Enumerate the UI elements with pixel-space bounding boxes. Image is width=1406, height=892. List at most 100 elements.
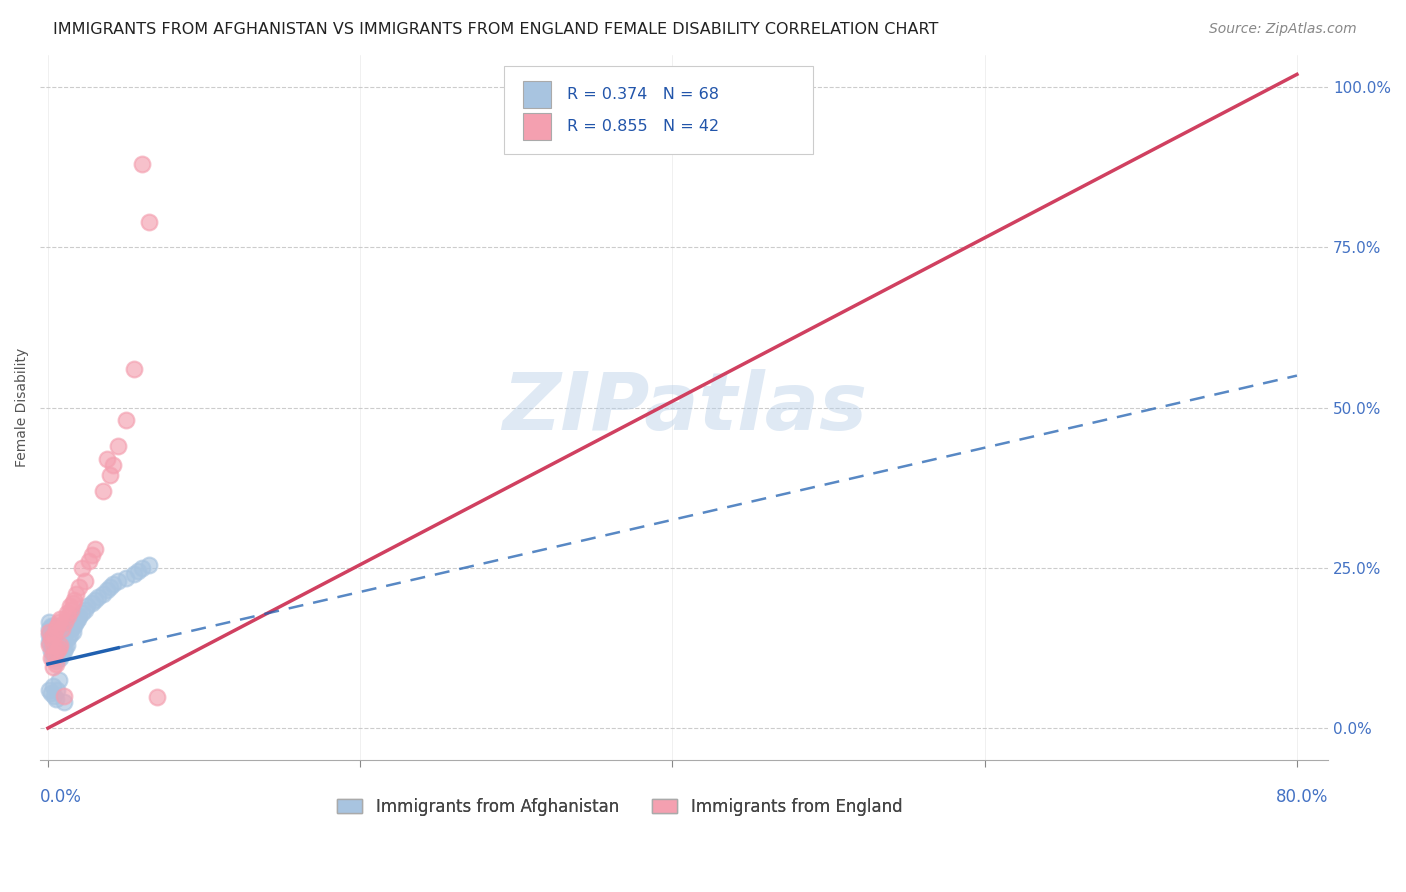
- Text: Source: ZipAtlas.com: Source: ZipAtlas.com: [1209, 22, 1357, 37]
- Point: [91, 483, 114, 498]
- Point: [146, 690, 169, 705]
- Point: [65, 586, 87, 600]
- Point: [103, 458, 125, 473]
- Point: [39, 628, 62, 642]
- Point: [91, 586, 114, 600]
- Point: [48, 648, 70, 662]
- Point: [45, 622, 67, 636]
- Point: [87, 590, 110, 604]
- Point: [45, 657, 67, 671]
- Point: [49, 612, 72, 626]
- Point: [72, 606, 94, 620]
- Point: [122, 362, 145, 376]
- Point: [38, 638, 60, 652]
- Point: [38, 634, 60, 648]
- Point: [63, 618, 86, 632]
- Point: [41, 618, 63, 632]
- Point: [67, 609, 90, 624]
- Point: [48, 673, 70, 687]
- Point: [115, 413, 138, 427]
- Text: R = 0.855   N = 42: R = 0.855 N = 42: [567, 119, 718, 134]
- Point: [41, 680, 63, 694]
- Point: [63, 593, 86, 607]
- Point: [51, 638, 73, 652]
- Point: [44, 648, 66, 662]
- Point: [46, 640, 69, 655]
- Point: [131, 157, 153, 171]
- Text: 80.0%: 80.0%: [1275, 789, 1329, 806]
- Point: [62, 596, 84, 610]
- Point: [39, 618, 62, 632]
- Point: [44, 638, 66, 652]
- Point: [127, 564, 149, 578]
- Point: [131, 561, 153, 575]
- Point: [59, 599, 82, 614]
- Point: [53, 622, 76, 636]
- Point: [53, 640, 76, 655]
- Text: 0.0%: 0.0%: [41, 789, 82, 806]
- Point: [49, 650, 72, 665]
- Point: [48, 628, 70, 642]
- Point: [49, 640, 72, 655]
- Point: [103, 577, 125, 591]
- Point: [41, 634, 63, 648]
- Point: [39, 686, 62, 700]
- Point: [38, 622, 60, 636]
- Point: [72, 561, 94, 575]
- Point: [65, 615, 87, 630]
- Point: [52, 644, 75, 658]
- Point: [46, 632, 69, 646]
- Point: [41, 638, 63, 652]
- Point: [45, 644, 67, 658]
- Point: [115, 570, 138, 584]
- Point: [75, 602, 97, 616]
- Point: [41, 624, 63, 639]
- Point: [38, 628, 60, 642]
- Point: [138, 215, 160, 229]
- Point: [83, 593, 105, 607]
- Point: [67, 580, 90, 594]
- Point: [58, 632, 80, 646]
- Point: [80, 596, 103, 610]
- Point: [44, 648, 66, 662]
- Point: [49, 632, 72, 646]
- Bar: [523, 113, 551, 140]
- Point: [48, 640, 70, 655]
- FancyBboxPatch shape: [503, 66, 813, 153]
- Point: [39, 638, 62, 652]
- Point: [49, 638, 72, 652]
- Point: [44, 628, 66, 642]
- Text: R = 0.374   N = 68: R = 0.374 N = 68: [567, 87, 718, 102]
- Point: [52, 628, 75, 642]
- Point: [76, 599, 98, 614]
- Text: ZIPatlas: ZIPatlas: [502, 368, 866, 447]
- Point: [58, 609, 80, 624]
- Point: [39, 650, 62, 665]
- Point: [38, 624, 60, 639]
- Point: [51, 648, 73, 662]
- Point: [39, 632, 62, 646]
- Point: [53, 615, 76, 630]
- Point: [45, 692, 67, 706]
- Point: [44, 628, 66, 642]
- Point: [52, 696, 75, 710]
- Point: [96, 583, 118, 598]
- Y-axis label: Female Disability: Female Disability: [15, 348, 30, 467]
- Point: [45, 622, 67, 636]
- Point: [98, 580, 121, 594]
- Point: [80, 548, 103, 562]
- Point: [46, 682, 69, 697]
- Point: [48, 615, 70, 630]
- Point: [38, 682, 60, 697]
- Text: IMMIGRANTS FROM AFGHANISTAN VS IMMIGRANTS FROM ENGLAND FEMALE DISABILITY CORRELA: IMMIGRANTS FROM AFGHANISTAN VS IMMIGRANT…: [53, 22, 939, 37]
- Point: [41, 640, 63, 655]
- Point: [52, 689, 75, 703]
- Point: [46, 618, 69, 632]
- Point: [44, 689, 66, 703]
- Point: [122, 567, 145, 582]
- Bar: [523, 81, 551, 108]
- Point: [51, 622, 73, 636]
- Point: [60, 622, 83, 636]
- Point: [98, 467, 121, 482]
- Legend: Immigrants from Afghanistan, Immigrants from England: Immigrants from Afghanistan, Immigrants …: [330, 791, 908, 822]
